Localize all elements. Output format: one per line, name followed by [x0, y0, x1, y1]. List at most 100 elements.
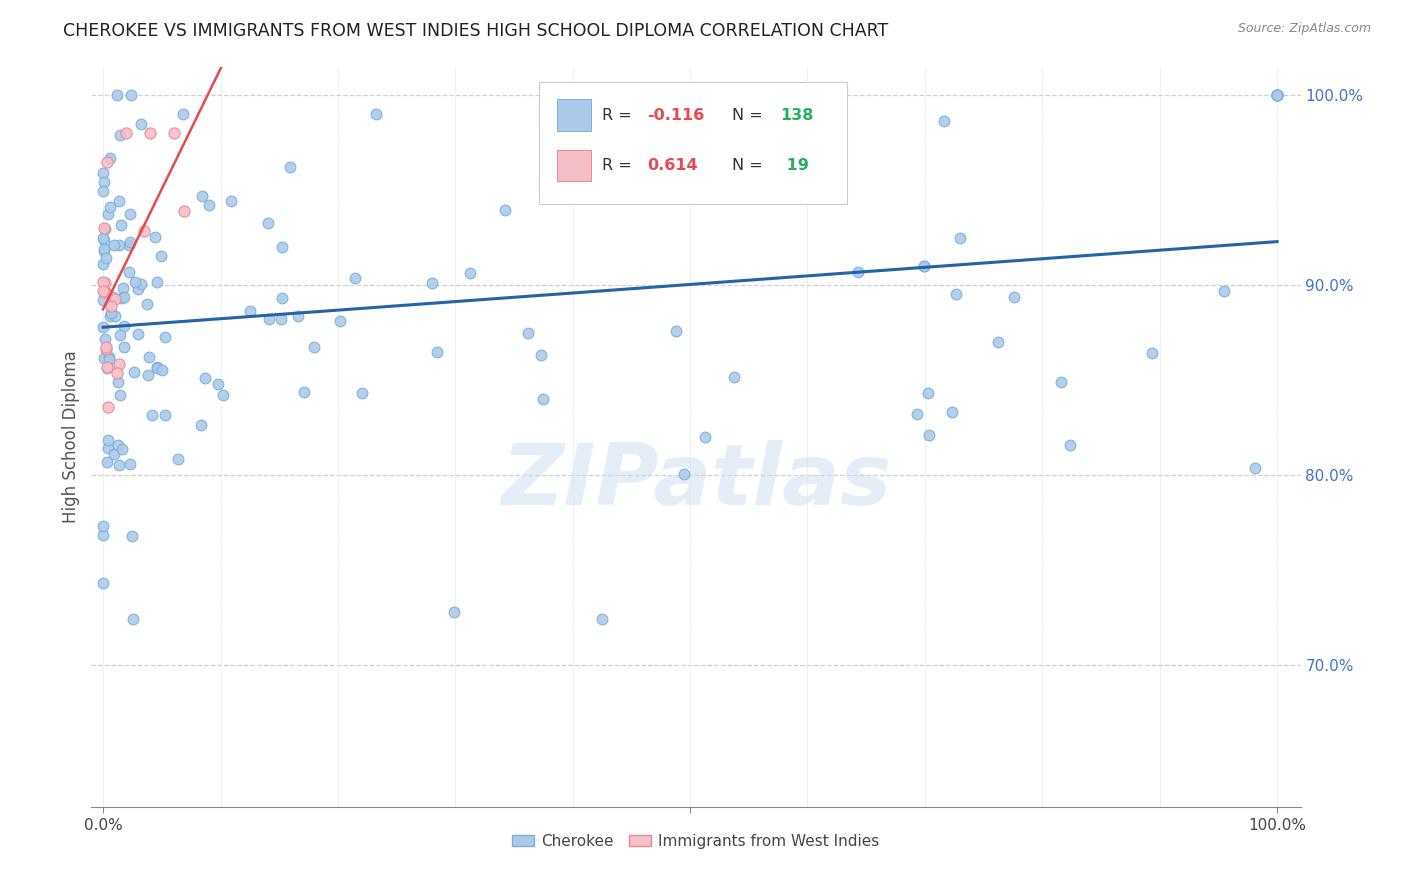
- Point: [110, 128, 132, 142]
- Point: [141, 408, 163, 422]
- Point: [124, 275, 146, 289]
- Point: [93, 222, 115, 236]
- Point: [941, 405, 963, 419]
- Point: [287, 309, 309, 323]
- Point: [239, 304, 262, 318]
- Point: [146, 275, 169, 289]
- Point: [97, 207, 120, 221]
- Point: [987, 335, 1010, 350]
- Point: [149, 249, 172, 263]
- Y-axis label: High School Diploma: High School Diploma: [62, 351, 80, 524]
- Point: [153, 330, 176, 344]
- Point: [91, 293, 114, 307]
- Point: [162, 126, 184, 140]
- Point: [665, 324, 688, 338]
- Point: [1142, 345, 1164, 359]
- Point: [1265, 88, 1288, 103]
- Point: [173, 203, 195, 218]
- Point: [91, 320, 114, 334]
- Point: [270, 312, 292, 326]
- Point: [191, 189, 214, 203]
- Point: [197, 198, 219, 212]
- Point: [127, 326, 149, 341]
- Point: [111, 291, 134, 305]
- Point: [93, 332, 115, 346]
- Point: [94, 342, 117, 356]
- Point: [91, 518, 114, 533]
- FancyBboxPatch shape: [557, 150, 591, 181]
- Point: [1265, 88, 1288, 103]
- Point: [103, 238, 125, 252]
- Point: [1265, 88, 1288, 103]
- Point: [1002, 290, 1025, 304]
- Point: [945, 287, 967, 301]
- Point: [108, 194, 131, 208]
- Point: [190, 418, 212, 433]
- Point: [695, 430, 717, 444]
- Point: [98, 200, 121, 214]
- Point: [107, 376, 129, 390]
- Text: R =: R =: [602, 108, 637, 122]
- Point: [103, 447, 125, 461]
- Point: [1059, 437, 1081, 451]
- Point: [108, 458, 131, 472]
- Point: [93, 244, 115, 258]
- Point: [111, 442, 134, 457]
- Point: [918, 427, 941, 442]
- Point: [107, 438, 129, 452]
- Text: R =: R =: [602, 158, 637, 173]
- Point: [136, 368, 159, 382]
- Point: [112, 340, 135, 354]
- Point: [426, 345, 449, 359]
- Point: [97, 400, 120, 414]
- Point: [100, 306, 122, 320]
- Point: [270, 240, 292, 254]
- Point: [166, 452, 188, 467]
- Text: N =: N =: [733, 158, 768, 173]
- Point: [96, 455, 118, 469]
- Point: [108, 358, 131, 372]
- Point: [591, 612, 613, 626]
- Point: [120, 235, 142, 249]
- Point: [91, 528, 114, 542]
- Text: 19: 19: [780, 158, 808, 173]
- Point: [110, 218, 132, 232]
- Point: [97, 441, 120, 455]
- Point: [207, 377, 229, 392]
- Point: [917, 385, 939, 400]
- Point: [112, 281, 135, 295]
- Point: [93, 285, 115, 300]
- Point: [93, 184, 115, 198]
- Point: [105, 88, 128, 103]
- FancyBboxPatch shape: [538, 82, 846, 204]
- Point: [912, 259, 935, 273]
- Point: [91, 165, 114, 179]
- Point: [364, 107, 387, 121]
- Point: [108, 328, 131, 343]
- Point: [1050, 375, 1073, 389]
- Point: [278, 160, 301, 174]
- Point: [98, 151, 121, 165]
- Text: CHEROKEE VS IMMIGRANTS FROM WEST INDIES HIGH SCHOOL DIPLOMA CORRELATION CHART: CHEROKEE VS IMMIGRANTS FROM WEST INDIES …: [63, 22, 889, 40]
- Point: [93, 576, 115, 591]
- Point: [530, 348, 553, 362]
- Point: [98, 352, 121, 367]
- Text: ZIPatlas: ZIPatlas: [501, 440, 891, 523]
- Point: [350, 386, 373, 401]
- Point: [135, 297, 157, 311]
- Text: Source: ZipAtlas.com: Source: ZipAtlas.com: [1237, 22, 1371, 36]
- Point: [673, 467, 696, 481]
- Point: [150, 363, 173, 377]
- Point: [93, 284, 115, 298]
- Point: [104, 310, 127, 324]
- Point: [105, 366, 128, 380]
- Point: [1265, 88, 1288, 103]
- Point: [458, 266, 481, 280]
- Point: [1243, 460, 1265, 475]
- Text: N =: N =: [733, 108, 768, 122]
- Point: [112, 319, 135, 334]
- Point: [494, 202, 516, 217]
- Point: [98, 350, 121, 364]
- Text: 138: 138: [780, 108, 814, 122]
- Point: [1212, 285, 1234, 299]
